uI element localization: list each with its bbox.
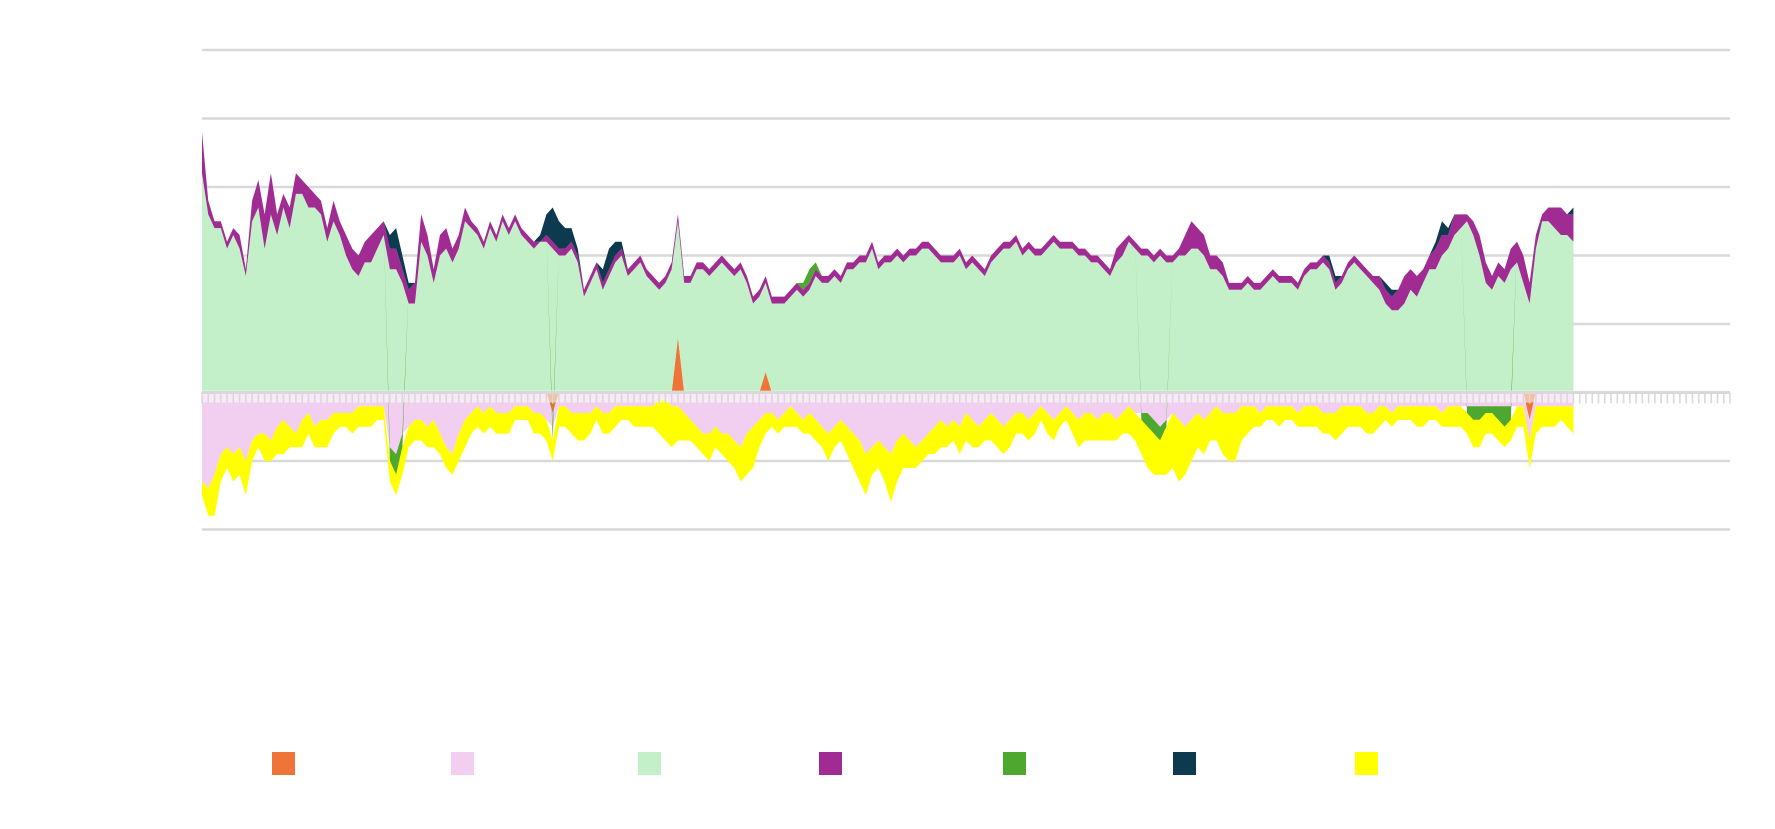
series-area-mint: [202, 173, 1574, 393]
series-areas: [202, 132, 1574, 516]
legend-swatch-green: [1003, 752, 1026, 775]
x-axis: [201, 390, 1731, 404]
legend-swatch-orange: [272, 752, 295, 775]
legend-swatch-navy: [1173, 752, 1196, 775]
legend-swatch-mint: [638, 752, 661, 775]
series-area-yellow: [202, 399, 1574, 516]
series-area-pink: [202, 392, 1574, 489]
legend-swatch-purple: [819, 752, 842, 775]
legend: [272, 752, 1378, 775]
legend-swatch-pink: [451, 752, 474, 775]
legend-swatch-yellow: [1355, 752, 1378, 775]
